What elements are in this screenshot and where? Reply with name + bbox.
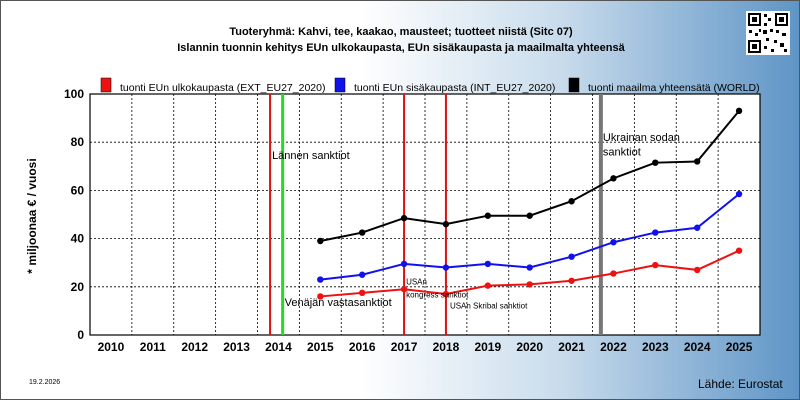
data-point-1 — [400, 260, 408, 268]
x-tick-label: 2014 — [265, 340, 292, 354]
x-tick-label: 2025 — [726, 340, 753, 354]
y-tick-label: 20 — [71, 280, 85, 294]
data-point-1 — [652, 229, 659, 236]
data-point-2 — [735, 107, 743, 115]
data-point-2 — [358, 229, 366, 236]
data-point-0 — [358, 289, 366, 297]
x-tick-label: 2017 — [391, 340, 418, 354]
data-point-1 — [358, 271, 366, 278]
y-tick-label: 80 — [71, 135, 85, 149]
data-point-1 — [442, 264, 450, 271]
data-point-1 — [317, 276, 324, 283]
data-point-2 — [317, 237, 324, 245]
data-point-1 — [526, 264, 533, 271]
annotation-label: kongress sanktiot — [406, 291, 469, 300]
x-tick-label: 2019 — [474, 340, 501, 354]
chart-subtitle: Islannin tuonnin kehitys EUn ulkokaupast… — [177, 42, 625, 54]
x-tick-label: 2022 — [600, 340, 627, 354]
y-tick-label: 100 — [64, 87, 84, 101]
data-point-1 — [484, 260, 492, 268]
annotation-label: Lännen sanktiot — [272, 150, 350, 162]
legend-swatch — [100, 77, 112, 93]
legend-swatch — [334, 77, 346, 93]
data-point-1 — [610, 239, 617, 246]
x-tick-label: 2015 — [307, 340, 334, 354]
data-point-2 — [526, 212, 533, 219]
data-point-1 — [735, 190, 743, 198]
x-tick-label: 2018 — [433, 340, 460, 354]
x-tick-label: 2023 — [642, 340, 669, 354]
data-point-0 — [735, 247, 743, 254]
annotation-label: USAn — [406, 277, 427, 286]
legend-label: tuonti EUn ulkokaupasta (EXT_EU27_2020) — [120, 82, 325, 94]
data-point-2 — [484, 212, 492, 219]
data-point-1 — [693, 224, 701, 231]
legend-label: tuonti EUn sisäkaupasta (INT_EU27_2020) — [354, 82, 555, 94]
x-tick-label: 2013 — [223, 340, 250, 354]
annotation-label: USAn Skribal sanktiot — [450, 301, 528, 310]
y-tick-label: 60 — [71, 183, 85, 197]
data-point-0 — [652, 261, 659, 269]
legend-swatch — [568, 77, 580, 93]
data-point-0 — [526, 281, 533, 288]
qr-code-icon — [746, 11, 790, 55]
data-point-2 — [652, 159, 659, 166]
date-stamp: 19.2.2026 — [29, 379, 61, 386]
x-tick-label: 2012 — [181, 340, 208, 354]
chart-title: Tuoteryhmä: Kahvi, tee, kaakao, mausteet… — [229, 26, 573, 38]
x-tick-label: 2011 — [140, 340, 166, 354]
data-point-2 — [568, 198, 575, 205]
y-tick-label: 40 — [71, 232, 85, 246]
annotation-label: Venäjän vastasanktiot — [285, 297, 392, 309]
data-point-2 — [442, 220, 450, 228]
annotation-label: sanktiot — [603, 146, 641, 158]
data-point-0 — [400, 286, 408, 293]
data-point-0 — [317, 293, 324, 300]
annotation-label: Ukrainan sodan — [603, 132, 680, 144]
x-tick-label: 2024 — [684, 340, 711, 354]
x-tick-label: 2010 — [98, 340, 125, 354]
x-tick-label: 2016 — [349, 340, 376, 354]
data-point-0 — [568, 277, 575, 284]
y-tick-label: 0 — [77, 328, 84, 342]
data-point-2 — [610, 175, 617, 182]
data-point-0 — [610, 270, 617, 277]
source-label: Lähde: Eurostat — [698, 377, 783, 391]
data-point-1 — [568, 253, 575, 260]
data-point-0 — [484, 282, 492, 289]
data-point-0 — [693, 266, 701, 274]
data-point-2 — [400, 214, 408, 222]
x-tick-label: 2021 — [558, 340, 585, 354]
legend-label: tuonti maailma yhteensätä (WORLD) — [588, 82, 760, 94]
data-point-2 — [693, 158, 701, 165]
x-tick-label: 2020 — [516, 340, 543, 354]
data-point-0 — [442, 290, 450, 298]
